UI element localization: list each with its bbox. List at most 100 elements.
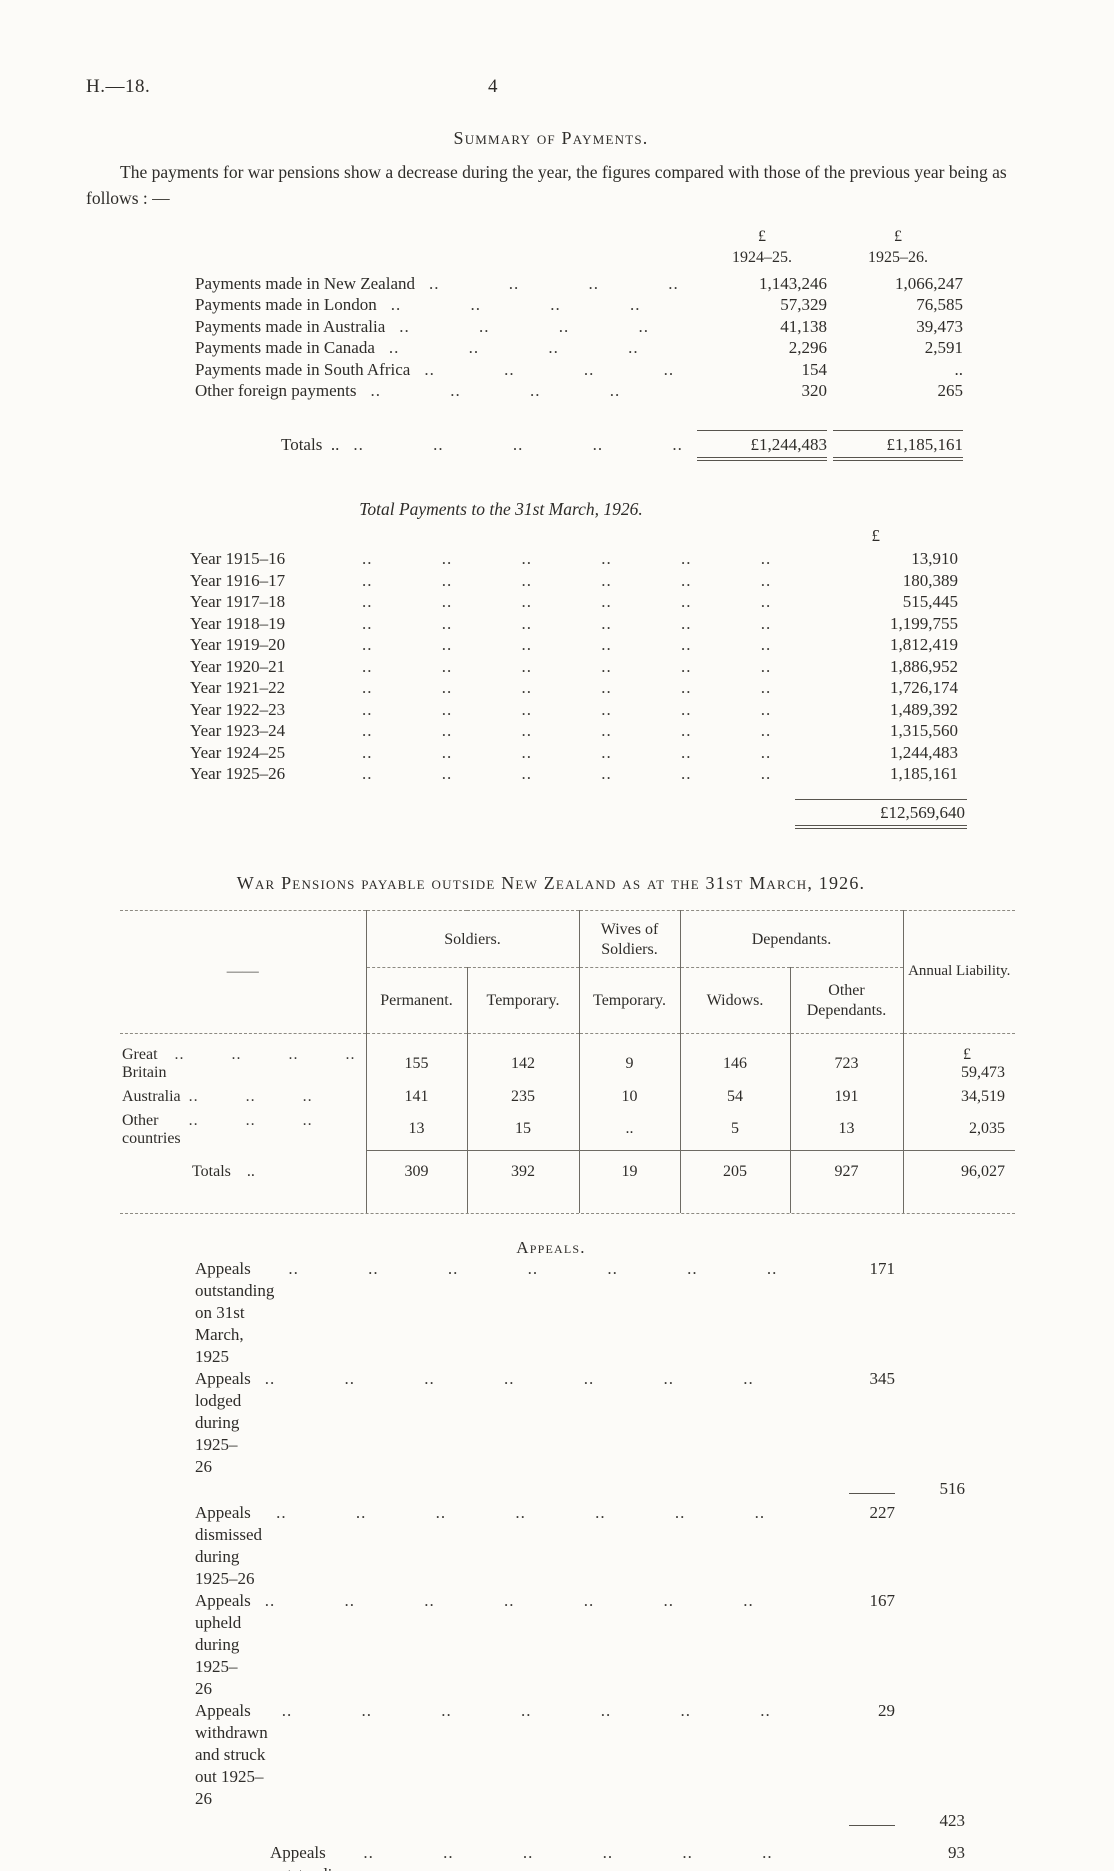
year-row: Year 1916–17 180,389: [86, 570, 958, 592]
dot-leader: [363, 1842, 791, 1864]
annual-liability-value: 59,473: [961, 1063, 1006, 1081]
appeals-label: Appeals outstanding on 31st March, 1925: [195, 1259, 275, 1367]
table-row: Great Britain 155 142 9 146 723 £59,473: [120, 1033, 1016, 1085]
year-value: 1,185,161: [890, 764, 958, 784]
dot-leader: [389, 337, 683, 359]
appeals-row: Appeals withdrawn and struck out 1925–26…: [86, 1700, 965, 1810]
payment-1924-25: 154: [801, 359, 828, 379]
year-value: 1,244,483: [890, 742, 958, 762]
appeals-outstanding-value: 93: [948, 1843, 965, 1863]
year-header-label: 1924–25.: [732, 249, 792, 267]
payment-1924-25: 41,138: [780, 316, 827, 336]
year-value: 1,315,560: [890, 721, 958, 741]
year-row: Year 1925–26 1,185,161: [86, 763, 958, 785]
appeals-value: 167: [869, 1591, 896, 1611]
dot-leader: [174, 1046, 357, 1064]
year-label: Year 1919–20: [190, 635, 286, 655]
year-label: Year 1916–17: [190, 570, 286, 590]
table-row: Other countries 13 15 .. 5 13 2,035: [120, 1108, 1016, 1151]
intro-paragraph: The payments for war pensions show a dec…: [86, 162, 1007, 209]
payment-1924-25: 2,296: [788, 338, 827, 358]
payments-column-headers: £ 1924–25. £ 1925–26.: [86, 226, 963, 269]
payment-label: Payments made in South Africa: [195, 359, 411, 379]
other-dependants-value: 723: [789, 1033, 904, 1085]
payment-1925-26: 2,591: [924, 338, 963, 358]
payment-label: Other foreign payments: [195, 381, 357, 401]
appeals-value: 227: [869, 1503, 896, 1523]
group-header-wives: Wives of Soldiers.: [578, 910, 681, 968]
page-number: 4: [488, 76, 498, 97]
appeals-label: Appeals dismissed during 1925–26: [195, 1503, 263, 1589]
year-row: Year 1924–25 1,244,483: [86, 742, 958, 764]
other-dependants-total: 927: [789, 1150, 904, 1196]
subtotal-rule: [805, 1810, 895, 1832]
group-header-dependants: Dependants.: [679, 910, 904, 968]
temporary-value: 235: [466, 1084, 580, 1109]
dot-leader: [265, 1368, 791, 1390]
wives-temporary-total: 19: [578, 1150, 681, 1196]
table-corner-dash: ——: [120, 910, 366, 1034]
table-spacer-row: [120, 1195, 1016, 1214]
totals-label: Totals: [195, 434, 339, 456]
permanent-value: 155: [365, 1033, 467, 1085]
payment-1924-25: 1,143,246: [759, 273, 827, 293]
payment-1924-25: 57,329: [780, 295, 827, 315]
doc-reference: H.—18.: [86, 76, 151, 97]
widows-value: 146: [679, 1033, 791, 1085]
widows-total: 205: [679, 1150, 791, 1196]
year-label: Year 1925–26: [190, 764, 286, 784]
year-label: Year 1921–22: [190, 678, 286, 698]
payment-label: Payments made in London: [195, 295, 377, 315]
year-row: Year 1920–21 1,886,952: [86, 656, 958, 678]
currency-symbol: £: [963, 1045, 972, 1063]
dot-leader: [362, 591, 784, 613]
dot-leader: [276, 1502, 791, 1524]
payments-totals-row: Totals £1,244,483 £1,185,161: [86, 429, 963, 462]
col-header-1924-25: £ 1924–25.: [697, 226, 827, 269]
summary-of-payments-title: Summary of Payments.: [453, 128, 649, 148]
dot-leader: [362, 720, 784, 742]
dot-leader: [265, 1590, 791, 1612]
dot-leader: [429, 273, 683, 295]
payment-label: Payments made in New Zealand: [195, 273, 415, 293]
payment-1925-26: 76,585: [916, 295, 963, 315]
payment-row: Payments made in Australia 41,138 39,473: [86, 316, 963, 338]
dot-leader: [362, 570, 784, 592]
appeals-title: Appeals.: [516, 1238, 586, 1258]
subtotal-rule: [805, 1478, 895, 1500]
total-payments-title: Total Payments to the 31st March, 1926.: [359, 499, 643, 520]
wives-temporary-value: 9: [578, 1033, 681, 1085]
war-pensions-table: —— Soldiers. Wives of Soldiers. Dependan…: [120, 909, 1016, 1214]
currency-symbol: £: [758, 227, 766, 245]
year-value: 1,726,174: [890, 678, 958, 698]
dot-leader: [189, 1088, 358, 1106]
column-header-permanent: Permanent.: [365, 967, 467, 1034]
year-label: Year 1915–16: [190, 549, 286, 569]
year-value: 1,199,755: [890, 613, 958, 633]
wives-temporary-value: ..: [578, 1108, 681, 1151]
dot-leader: [370, 380, 683, 402]
currency-header: £: [871, 526, 881, 546]
temporary-value: 15: [466, 1108, 580, 1151]
appeals-value: 171: [869, 1259, 896, 1279]
payment-1925-26: 265: [937, 381, 964, 401]
year-label: Year 1918–19: [190, 613, 286, 633]
appeals-label: Appeals lodged during 1925–26: [195, 1369, 251, 1477]
dot-leader: [362, 613, 784, 635]
year-row: Year 1921–22 1,726,174: [86, 677, 958, 699]
temporary-total: 392: [466, 1150, 580, 1196]
payment-row: Other foreign payments 320 265: [86, 380, 963, 402]
appeals-row: Appeals dismissed during 1925–26 227: [86, 1502, 965, 1590]
column-header-wives-temporary: Temporary.: [578, 967, 681, 1034]
year-row: Year 1919–20 1,812,419: [86, 634, 958, 656]
dot-leader: [362, 677, 784, 699]
appeals-outstanding-row: Appeals outstanding on 31st March, 1926 …: [86, 1842, 965, 1871]
year-label: Year 1923–24: [190, 721, 286, 741]
payment-row: Payments made in London 57,329 76,585: [86, 294, 963, 316]
annual-liability-value: 2,035: [902, 1108, 1016, 1151]
appeals-value: 345: [869, 1369, 896, 1389]
currency-symbol: £: [894, 227, 902, 245]
permanent-value: 13: [365, 1108, 467, 1151]
dot-leader: [288, 1258, 791, 1280]
year-value: 180,389: [902, 570, 958, 590]
